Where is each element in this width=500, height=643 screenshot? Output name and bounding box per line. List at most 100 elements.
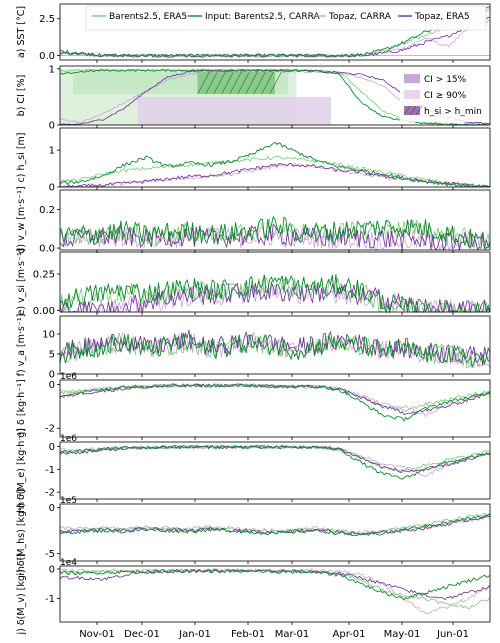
ytick-label-i: -5 (45, 549, 55, 560)
panel-a: 0.0 2.5 a) SST [°C] (16, 3, 491, 63)
axes-frame-a (59, 3, 491, 61)
ytick-label-f: 5 (49, 350, 55, 361)
ci-legend-label: CI ≥ 90% (424, 91, 467, 101)
panel-g: 0 -2 1e6 g) δ [kg·h⁻¹] (16, 372, 491, 440)
series-barents_era5-d (59, 218, 491, 251)
ytick-label-c: 0 (49, 183, 55, 194)
hatch-line (221, 71, 234, 95)
hatch-line (237, 71, 250, 95)
ylabel-b: b) CI [%] (16, 75, 27, 117)
series-topaz_era5-f (59, 329, 491, 366)
ylabel-g: g) δ [kg·h⁻¹] (16, 379, 27, 437)
hatch-line (253, 71, 266, 95)
ylabel-c: c) h_si [m] (16, 133, 27, 183)
series-barents_carra-f (59, 332, 491, 369)
xtick-label: Mar-01 (275, 629, 310, 640)
series-topaz_era5-h (59, 444, 491, 474)
ytick-label-c: 1 (49, 146, 55, 157)
series-barents_era5-a (59, 8, 491, 58)
series-barents_carra-d (59, 215, 491, 250)
ci15-band-topaz (137, 96, 331, 125)
axes-frame-i (59, 503, 491, 562)
hatch-line (213, 71, 226, 95)
ylabel-h: h) δ(M_e) [kg·h⁻¹] (16, 428, 27, 513)
ytick-label-g: -2 (45, 424, 55, 435)
ci-legend-label: h_si > h_min (424, 107, 482, 117)
legend-label-barents_era5: Barents2.5, ERA5 (109, 12, 187, 22)
ylabel-e: e) v_si [m·s⁻¹] (16, 248, 27, 315)
ytick-label-b: 1 (49, 64, 55, 75)
ytick-label-h: -1 (45, 465, 55, 476)
ytick-label-f: 0 (49, 370, 55, 381)
panel-f: 0 5 10 f) v_a [m·s⁻¹] (16, 314, 491, 381)
axes-frame-b (59, 65, 491, 126)
series-barents_carra-i (59, 513, 491, 537)
ci-legend-label: CI > 15% (424, 75, 467, 85)
legend-label-topaz_era5: Topaz, ERA5 (414, 12, 470, 22)
ylabel-i: i) δ(M_hs) [kg·h⁻¹] (16, 489, 27, 575)
ytick-label-g: 0 (49, 380, 55, 391)
panel-d: 0.0 0.2 d) v_w [m·s⁻¹] (16, 186, 491, 255)
ytick-label-e: 0.00 (33, 306, 55, 317)
xtick-label: Feb-01 (231, 629, 265, 640)
top-legend: Barents2.5, ERA5 Input: Barents2.5, CARRA… (85, 5, 487, 31)
ci-legend-hatch (409, 105, 417, 116)
series-topaz_carra-j (59, 568, 491, 614)
series-barents_era5-e (59, 275, 491, 314)
series-barents_era5-f (59, 332, 491, 369)
legend-label-topaz_carra: Topaz, CARRA (328, 12, 392, 22)
hatch-line (245, 71, 258, 95)
axes-frame-e (59, 251, 491, 313)
hatch-line (205, 71, 218, 95)
series-barents_era5-j (59, 568, 491, 610)
series-barents_carra-c (59, 141, 491, 188)
axes-frame-f (59, 315, 491, 375)
ytick-label-a: 2.5 (39, 14, 55, 25)
series-topaz_era5-d (59, 223, 491, 252)
ytick-label-b: 0 (49, 121, 55, 132)
ytick-label-j: 0 (49, 564, 55, 575)
ytick-label-e: 0.25 (33, 269, 55, 280)
ci-legend: CI > 15% CI ≥ 90% h_si > h_min (400, 70, 488, 122)
ylabel-f: f) v_a [m·s⁻¹] (16, 314, 27, 377)
axes-frame-d (59, 189, 491, 251)
ytick-label-f: 10 (42, 330, 55, 341)
legend-box (85, 5, 487, 31)
sci-offset-j: 1e4 (60, 558, 77, 568)
panel-b: 0 1 b) CI [%] (16, 64, 491, 132)
panel-c: 0 1 c) h_si [m] (16, 127, 491, 194)
xtick-label: Apr-01 (333, 629, 366, 640)
panel-j: 0 -1 1e4 j) δ(M_v) [kg·h⁻¹] (16, 554, 491, 636)
ytick-label-h: -2 (45, 488, 55, 499)
series-topaz_carra-c (60, 162, 490, 188)
series-topaz_era5-j (59, 569, 491, 601)
series-barents_carra-a (59, 6, 491, 58)
xtick-label: May-01 (384, 629, 421, 640)
ytick-label-j: -1 (45, 594, 55, 605)
ylabel-a: a) SST [°C] (16, 6, 27, 58)
panel-e: 0.00 0.25 e) v_si [m·s⁻¹] (16, 248, 491, 317)
series-barents_carra-j (59, 568, 491, 601)
hatch-line (269, 71, 282, 95)
ylabel-j: j) δ(M_v) [kg·h⁻¹] (16, 554, 27, 636)
panel-h: 0 -1 -2 1e6 h) δ(M_e) [kg·h⁻¹] (16, 428, 491, 513)
hatch-line (197, 71, 210, 95)
series-barents_carra-b (59, 69, 490, 126)
axes-frame-h (59, 441, 491, 500)
xtick-label: Jan-01 (178, 629, 211, 640)
ylabel-d: d) v_w [m·s⁻¹] (16, 186, 27, 253)
axes-frame-c (59, 127, 491, 188)
sci-offset-h: 1e6 (60, 434, 77, 444)
hmin-band (197, 71, 275, 95)
axes-frame-g (59, 379, 491, 438)
series-barents_carra-g (59, 382, 491, 422)
series-topaz_era5-c (59, 163, 491, 188)
hatch-line (229, 71, 242, 95)
panel-i: 0 -5 1e5 i) δ(M_hs) [kg·h⁻¹] (16, 489, 491, 576)
series-barents_carra-h (59, 444, 491, 480)
ytick-label-d: 0.0 (39, 244, 55, 255)
series-barents_era5-i (59, 512, 491, 536)
xtick-label: Nov-01 (79, 629, 115, 640)
ytick-label-i: 0 (49, 503, 55, 514)
